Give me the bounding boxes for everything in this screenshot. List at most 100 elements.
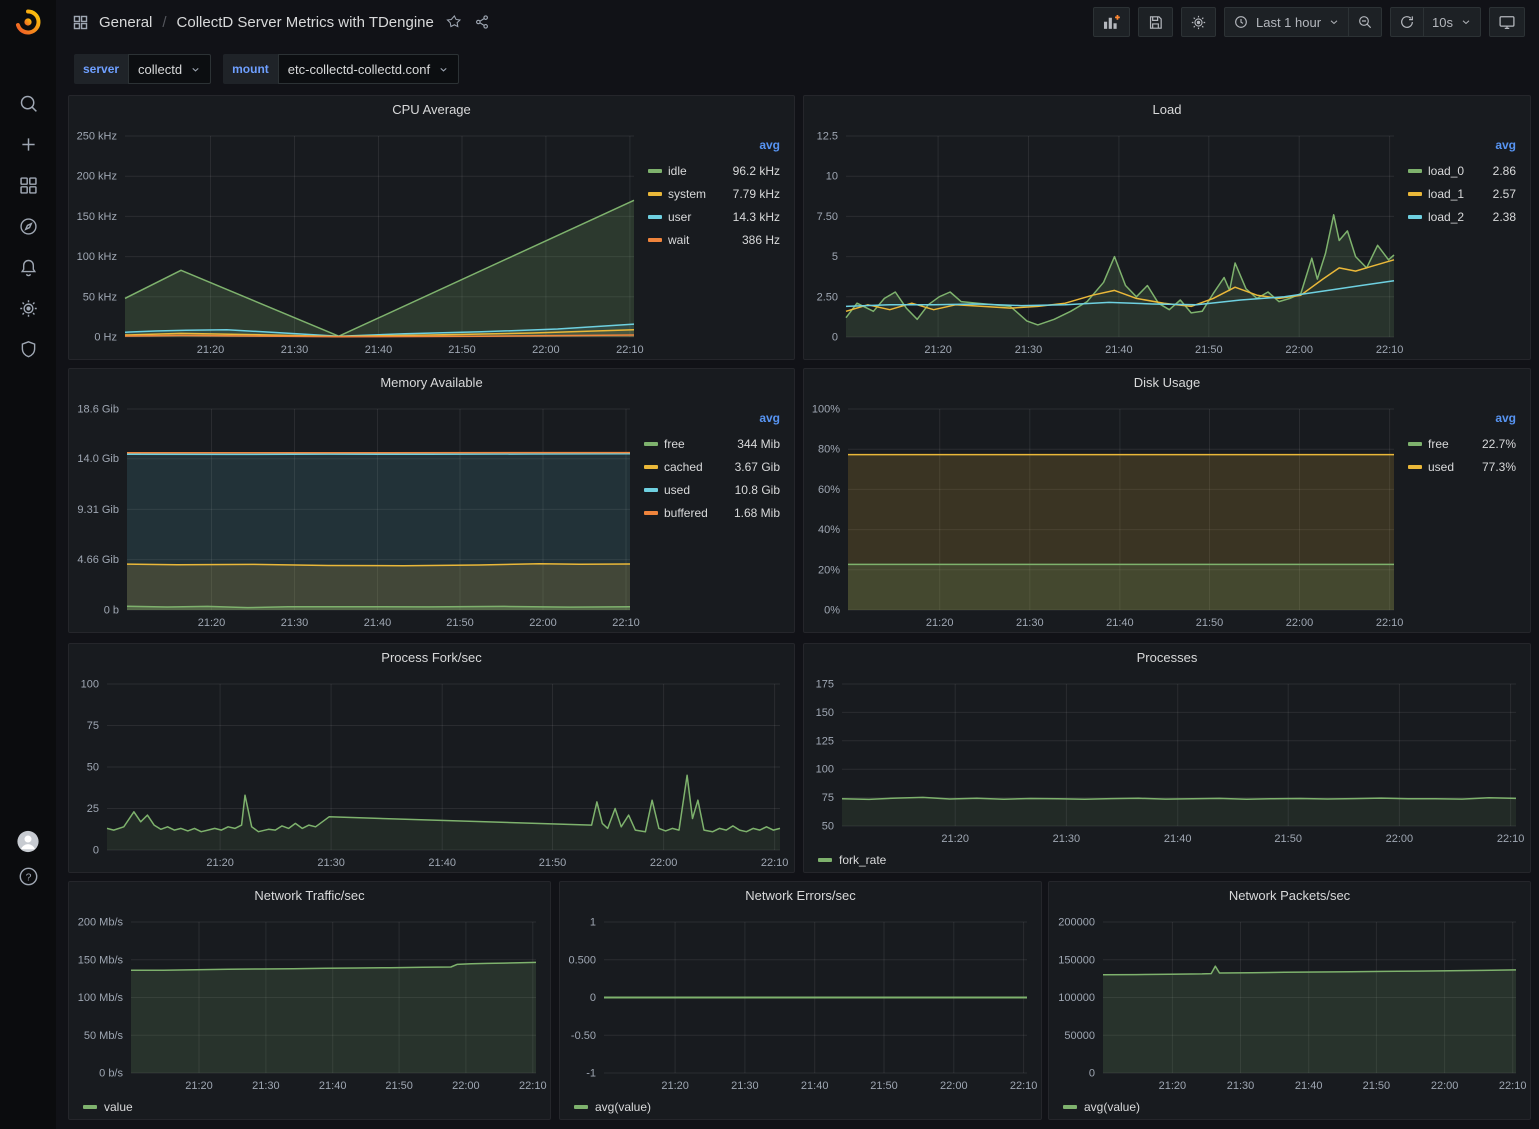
panel-header[interactable]: Load (804, 96, 1530, 122)
legend-item-used[interactable]: used 10.8 Gib (644, 478, 780, 501)
admin-shield-icon[interactable] (17, 338, 39, 360)
load-chart[interactable]: 0 2.50 5 7.50 10 12.5 21:20 21:30 21:40 21:50 22:0… (804, 122, 1408, 359)
grafana-logo[interactable] (14, 8, 42, 41)
svg-text:200 kHz: 200 kHz (77, 171, 117, 183)
legend-item-buffered[interactable]: buffered 1.68 Mib (644, 501, 780, 524)
svg-text:50 kHz: 50 kHz (83, 291, 117, 303)
alerting-bell-icon[interactable] (17, 256, 39, 278)
legend-series-avg-value: 386 Hz (741, 232, 780, 247)
svg-text:22:00: 22:00 (1431, 1080, 1459, 1092)
legend-item-free[interactable]: free 22.7% (1408, 432, 1516, 455)
svg-text:50 Mb/s: 50 Mb/s (84, 1030, 124, 1042)
series-color-swatch (574, 1105, 588, 1109)
processes-chart[interactable]: 50 75 100 125 150 175 21:20 21:30 21:40 21:50 22:0… (804, 670, 1530, 848)
panel-header[interactable]: CPU Average (69, 96, 794, 122)
process-fork-chart[interactable]: 0 25 50 75 100 21:20 21:30 21:40 21:50 22:00 22:10 (69, 670, 794, 872)
kiosk-tv-button[interactable] (1489, 7, 1525, 37)
breadcrumb-folder[interactable]: General (99, 13, 153, 31)
legend-item-free[interactable]: free 344 Mib (644, 432, 780, 455)
panel-header[interactable]: Network Errors/sec (560, 882, 1041, 908)
panel-title: Network Packets/sec (1228, 887, 1351, 903)
search-icon[interactable] (17, 92, 39, 114)
svg-text:1: 1 (590, 917, 596, 929)
user-avatar[interactable] (17, 830, 39, 852)
series-color-swatch (1408, 464, 1422, 469)
legend-item-avg(value)[interactable]: avg(value) (574, 1100, 651, 1114)
svg-text:250 kHz: 250 kHz (77, 131, 117, 143)
svg-text:4.66 Gib: 4.66 Gib (77, 554, 119, 566)
legend-item-load_0[interactable]: load_0 2.86 (1408, 159, 1516, 182)
save-dashboard-button[interactable] (1137, 7, 1173, 37)
svg-text:21:30: 21:30 (252, 1080, 280, 1092)
dashboards-icon[interactable] (17, 174, 39, 196)
panel-header[interactable]: Memory Available (69, 369, 794, 395)
variable-server-picker[interactable]: collectd (128, 54, 212, 84)
time-range-picker[interactable]: Last 1 hour (1223, 7, 1350, 37)
create-plus-icon[interactable] (17, 133, 39, 155)
svg-text:0: 0 (590, 992, 596, 1004)
memory-available-legend: avg free 344 Mib cached 3.67 Gib used 10.8 Gib… (644, 395, 794, 632)
svg-text:22:10: 22:10 (1376, 617, 1404, 629)
svg-text:22:10: 22:10 (1010, 1080, 1038, 1092)
panel-disk-usage: Disk Usage 0% 20% 40% 60% 80% 100% 21:20 21:30 2… (803, 368, 1531, 633)
network-errors-chart[interactable]: -1 -0.50 0 0.500 1 21:20 21:30 21:40 21:50 22:00 2… (560, 908, 1041, 1095)
legend-item-load_2[interactable]: load_2 2.38 (1408, 205, 1516, 228)
legend-item-avg(value)[interactable]: avg(value) (1063, 1100, 1140, 1114)
svg-text:150000: 150000 (1058, 954, 1095, 966)
svg-text:21:50: 21:50 (446, 617, 474, 629)
legend-avg-header: avg (759, 411, 780, 425)
network-packets-chart[interactable]: 0 50000 100000 150000 200000 21:20 21:30 21:40 2… (1049, 908, 1530, 1095)
dashboard-settings-button[interactable] (1180, 7, 1216, 37)
svg-text:21:50: 21:50 (385, 1080, 413, 1092)
panel-header[interactable]: Disk Usage (804, 369, 1530, 395)
svg-text:0: 0 (832, 332, 838, 344)
star-icon[interactable] (446, 14, 462, 30)
legend-series-name: free (664, 436, 685, 451)
network-traffic-chart[interactable]: 0 b/s 50 Mb/s 100 Mb/s 150 Mb/s 200 Mb/s 21:2… (69, 908, 550, 1095)
panel-title: Process Fork/sec (381, 649, 482, 665)
svg-text:0%: 0% (824, 605, 840, 617)
svg-text:-0.50: -0.50 (571, 1030, 596, 1042)
help-icon[interactable]: ? (17, 865, 39, 887)
legend-item-load_1[interactable]: load_1 2.57 (1408, 182, 1516, 205)
svg-text:12.5: 12.5 (817, 131, 838, 143)
legend-item-cached[interactable]: cached 3.67 Gib (644, 455, 780, 478)
svg-text:21:40: 21:40 (1106, 617, 1134, 629)
panel-header[interactable]: Process Fork/sec (69, 644, 794, 670)
panel-title: Load (1152, 101, 1182, 117)
svg-text:50: 50 (87, 762, 99, 774)
share-icon[interactable] (474, 14, 490, 30)
memory-available-chart[interactable]: 0 b 4.66 Gib 9.31 Gib 14.0 Gib 18.6 Gib 21:20… (69, 395, 644, 632)
svg-text:9.31 Gib: 9.31 Gib (77, 504, 119, 516)
add-panel-button[interactable] (1092, 7, 1130, 37)
legend-item-user[interactable]: user 14.3 kHz (648, 205, 780, 228)
refresh-group: 10s (1390, 7, 1481, 37)
zoom-out-time-button[interactable] (1349, 7, 1383, 37)
legend-item-used[interactable]: used 77.3% (1408, 455, 1516, 478)
explore-compass-icon[interactable] (17, 215, 39, 237)
panel-title: Network Traffic/sec (254, 887, 365, 903)
panel-header[interactable]: Network Traffic/sec (69, 882, 550, 908)
refresh-interval-picker[interactable]: 10s (1424, 7, 1481, 37)
configuration-gear-icon[interactable] (17, 297, 39, 319)
legend-item-idle[interactable]: idle 96.2 kHz (648, 159, 780, 182)
svg-text:21:20: 21:20 (198, 617, 226, 629)
variable-mount-picker[interactable]: etc-collectd-collectd.conf (277, 54, 460, 84)
panel-header[interactable]: Processes (804, 644, 1530, 670)
apps-grid-icon (72, 14, 89, 31)
svg-text:21:40: 21:40 (1295, 1080, 1323, 1092)
svg-text:25: 25 (87, 803, 99, 815)
legend-item-value[interactable]: value (83, 1100, 133, 1114)
series-color-swatch (644, 441, 658, 446)
legend-item-system[interactable]: system 7.79 kHz (648, 182, 780, 205)
legend-item-fork_rate[interactable]: fork_rate (818, 853, 886, 867)
series-color-swatch (648, 191, 662, 196)
legend-item-wait[interactable]: wait 386 Hz (648, 228, 780, 251)
disk-usage-chart[interactable]: 0% 20% 40% 60% 80% 100% 21:20 21:30 21:40 21:50 22… (804, 395, 1408, 632)
cpu-average-chart[interactable]: 0 Hz 50 kHz 100 kHz 150 kHz 200 kHz 250 kHz 21… (69, 122, 648, 359)
panel-header[interactable]: Network Packets/sec (1049, 882, 1530, 908)
svg-text:22:00: 22:00 (1386, 833, 1414, 845)
series-color-swatch (648, 214, 662, 219)
svg-text:50000: 50000 (1064, 1030, 1095, 1042)
refresh-button[interactable] (1390, 7, 1425, 37)
